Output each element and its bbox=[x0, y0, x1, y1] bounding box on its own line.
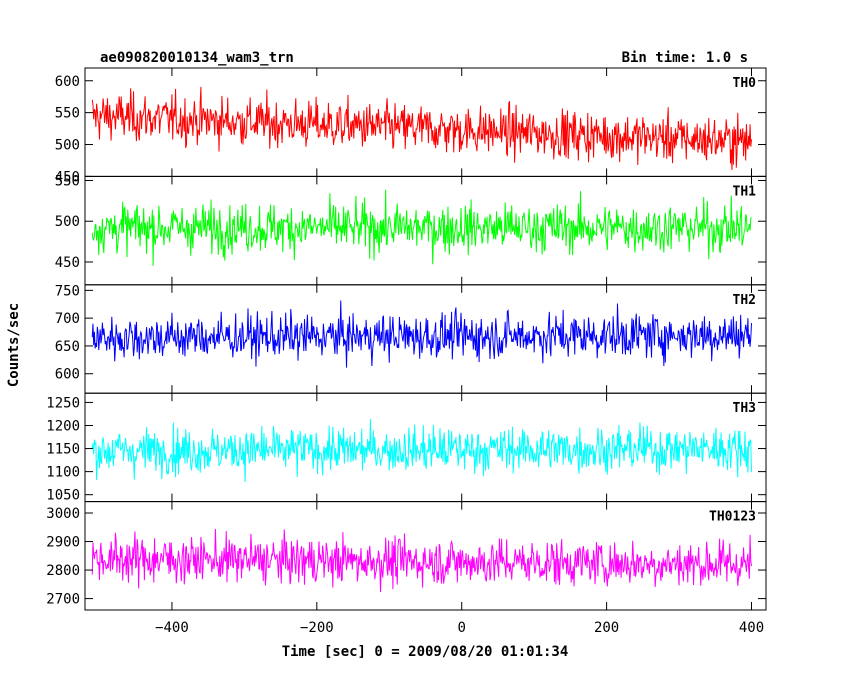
y-tick-label: 750 bbox=[55, 283, 80, 299]
panel-label-th0123: TH0123 bbox=[709, 510, 756, 525]
y-tick-label: 1250 bbox=[46, 395, 80, 411]
y-tick-label: 500 bbox=[55, 138, 80, 154]
x-tick-label: 400 bbox=[739, 620, 764, 636]
y-tick-label: 1200 bbox=[46, 418, 80, 434]
panel-label-th2: TH2 bbox=[733, 293, 756, 308]
x-axis-label: Time [sec] 0 = 2009/08/20 01:01:34 bbox=[282, 644, 569, 660]
y-tick-label: 700 bbox=[55, 311, 80, 327]
panel-label-th1: TH1 bbox=[733, 184, 757, 199]
y-tick-label: 2900 bbox=[46, 535, 80, 551]
series-th0 bbox=[91, 86, 753, 170]
bin-time-label: Bin time: 1.0 s bbox=[622, 50, 748, 66]
panel-th0: 450 500 550 600 TH0 bbox=[55, 67, 767, 185]
y-tick-label: 2800 bbox=[46, 563, 80, 579]
series-th0123 bbox=[91, 528, 753, 593]
panel-th0123: 2700 2800 2900 3000 TH0123 bbox=[46, 501, 767, 611]
panel-th2: 600 650 700 750 TH2 bbox=[55, 283, 767, 394]
y-tick-label: 1050 bbox=[46, 488, 80, 504]
y-tick-label: 2700 bbox=[46, 592, 80, 608]
y-tick-label: 550 bbox=[55, 106, 80, 122]
panel-frame bbox=[84, 392, 767, 503]
chart-title: ae090820010134_wam3_trn bbox=[100, 50, 294, 66]
y-tick-label: 1100 bbox=[46, 465, 80, 481]
panels-group: 450 500 550 600 TH0 450 500 550 TH1 600 650 700 750 T… bbox=[46, 67, 767, 611]
series-th3 bbox=[91, 419, 753, 483]
y-tick-label: 550 bbox=[55, 173, 80, 189]
panel-th3: 1050 1100 1150 1200 1250 TH3 bbox=[46, 392, 767, 504]
series-th2 bbox=[91, 300, 753, 368]
panel-th1: 450 500 550 TH1 bbox=[55, 173, 767, 286]
x-tick-label: 0 bbox=[458, 620, 466, 636]
series-th1 bbox=[91, 189, 752, 266]
y-tick-label: 500 bbox=[55, 214, 80, 230]
y-tick-label: 3000 bbox=[46, 506, 80, 522]
y-tick-label: 450 bbox=[55, 255, 80, 271]
panel-label-th3: TH3 bbox=[733, 401, 756, 416]
y-axis-label: Counts/sec bbox=[6, 303, 22, 387]
y-tick-label: 1150 bbox=[46, 442, 80, 458]
panel-frame bbox=[84, 501, 767, 611]
panel-label-th0: TH0 bbox=[733, 76, 757, 91]
x-tick-label: 200 bbox=[594, 620, 619, 636]
y-tick-label: 650 bbox=[55, 339, 80, 355]
x-tick-label: −200 bbox=[300, 620, 334, 636]
x-axis: −400 −200 0 200 400 bbox=[155, 620, 764, 636]
y-tick-label: 600 bbox=[55, 367, 80, 383]
x-tick-label: −400 bbox=[155, 620, 189, 636]
y-tick-label: 450 bbox=[55, 169, 80, 185]
y-tick-label: 600 bbox=[55, 74, 80, 90]
